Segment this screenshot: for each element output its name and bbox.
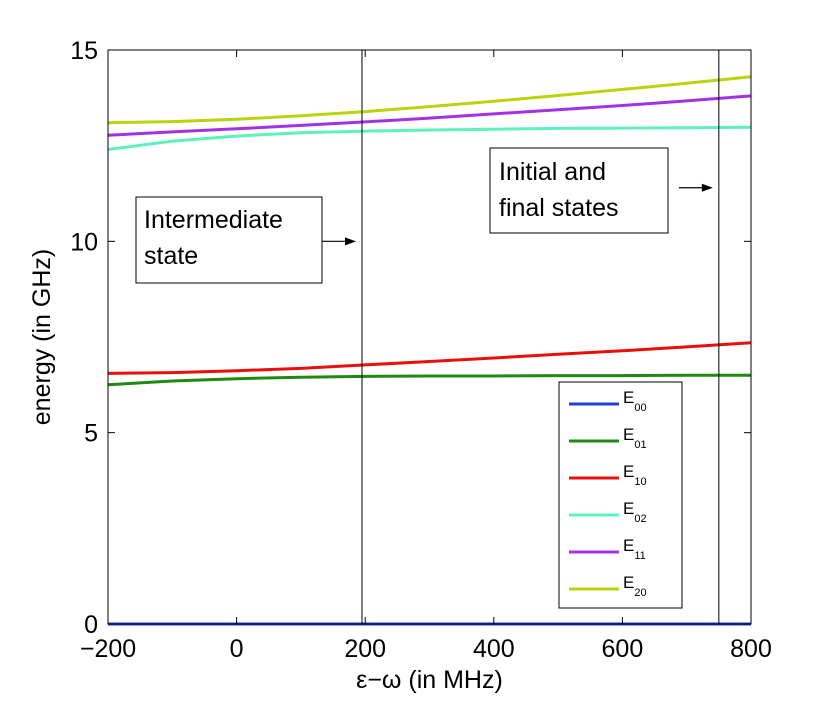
legend-box xyxy=(558,381,683,609)
annotation-initial-final-states: Initial and final states xyxy=(489,147,669,234)
x-tick-label: 800 xyxy=(730,635,772,663)
annotation-text: Intermediate xyxy=(144,206,283,234)
y-tick-label: 10 xyxy=(70,228,98,256)
y-tick-label: 5 xyxy=(84,420,98,448)
y-axis-title: energy (in GHz) xyxy=(28,249,56,425)
annotation-arrows xyxy=(321,183,713,246)
annotation-box xyxy=(135,196,323,284)
annotation-arrow-head xyxy=(701,183,713,192)
axis-ticks xyxy=(107,49,752,625)
annotation-text: state xyxy=(144,242,198,270)
series-line-e01 xyxy=(107,373,751,387)
annotation-box xyxy=(489,147,669,234)
vertical-marker-lines xyxy=(361,50,720,624)
annotation-text: Initial and xyxy=(499,158,606,186)
x-tick-label: 0 xyxy=(230,635,244,663)
x-tick-label: 600 xyxy=(602,635,644,663)
annotation-arrow-head xyxy=(344,237,356,246)
x-tick-label: 400 xyxy=(473,635,515,663)
y-tick-label: 15 xyxy=(70,37,98,65)
plot-frame xyxy=(107,49,752,625)
x-tick-label: 200 xyxy=(344,635,386,663)
annotation-intermediate-state: Intermediate state xyxy=(135,196,323,284)
x-tick-label: −200 xyxy=(80,635,136,663)
series-line-e11 xyxy=(107,94,752,137)
y-tick-label: 0 xyxy=(84,611,98,639)
series-line-e10 xyxy=(107,341,752,375)
annotation-text: final states xyxy=(499,194,619,222)
x-axis-title: ε−ω (in MHz) xyxy=(356,666,503,694)
series-line-e20 xyxy=(107,75,752,125)
series-line-e02 xyxy=(107,125,752,151)
